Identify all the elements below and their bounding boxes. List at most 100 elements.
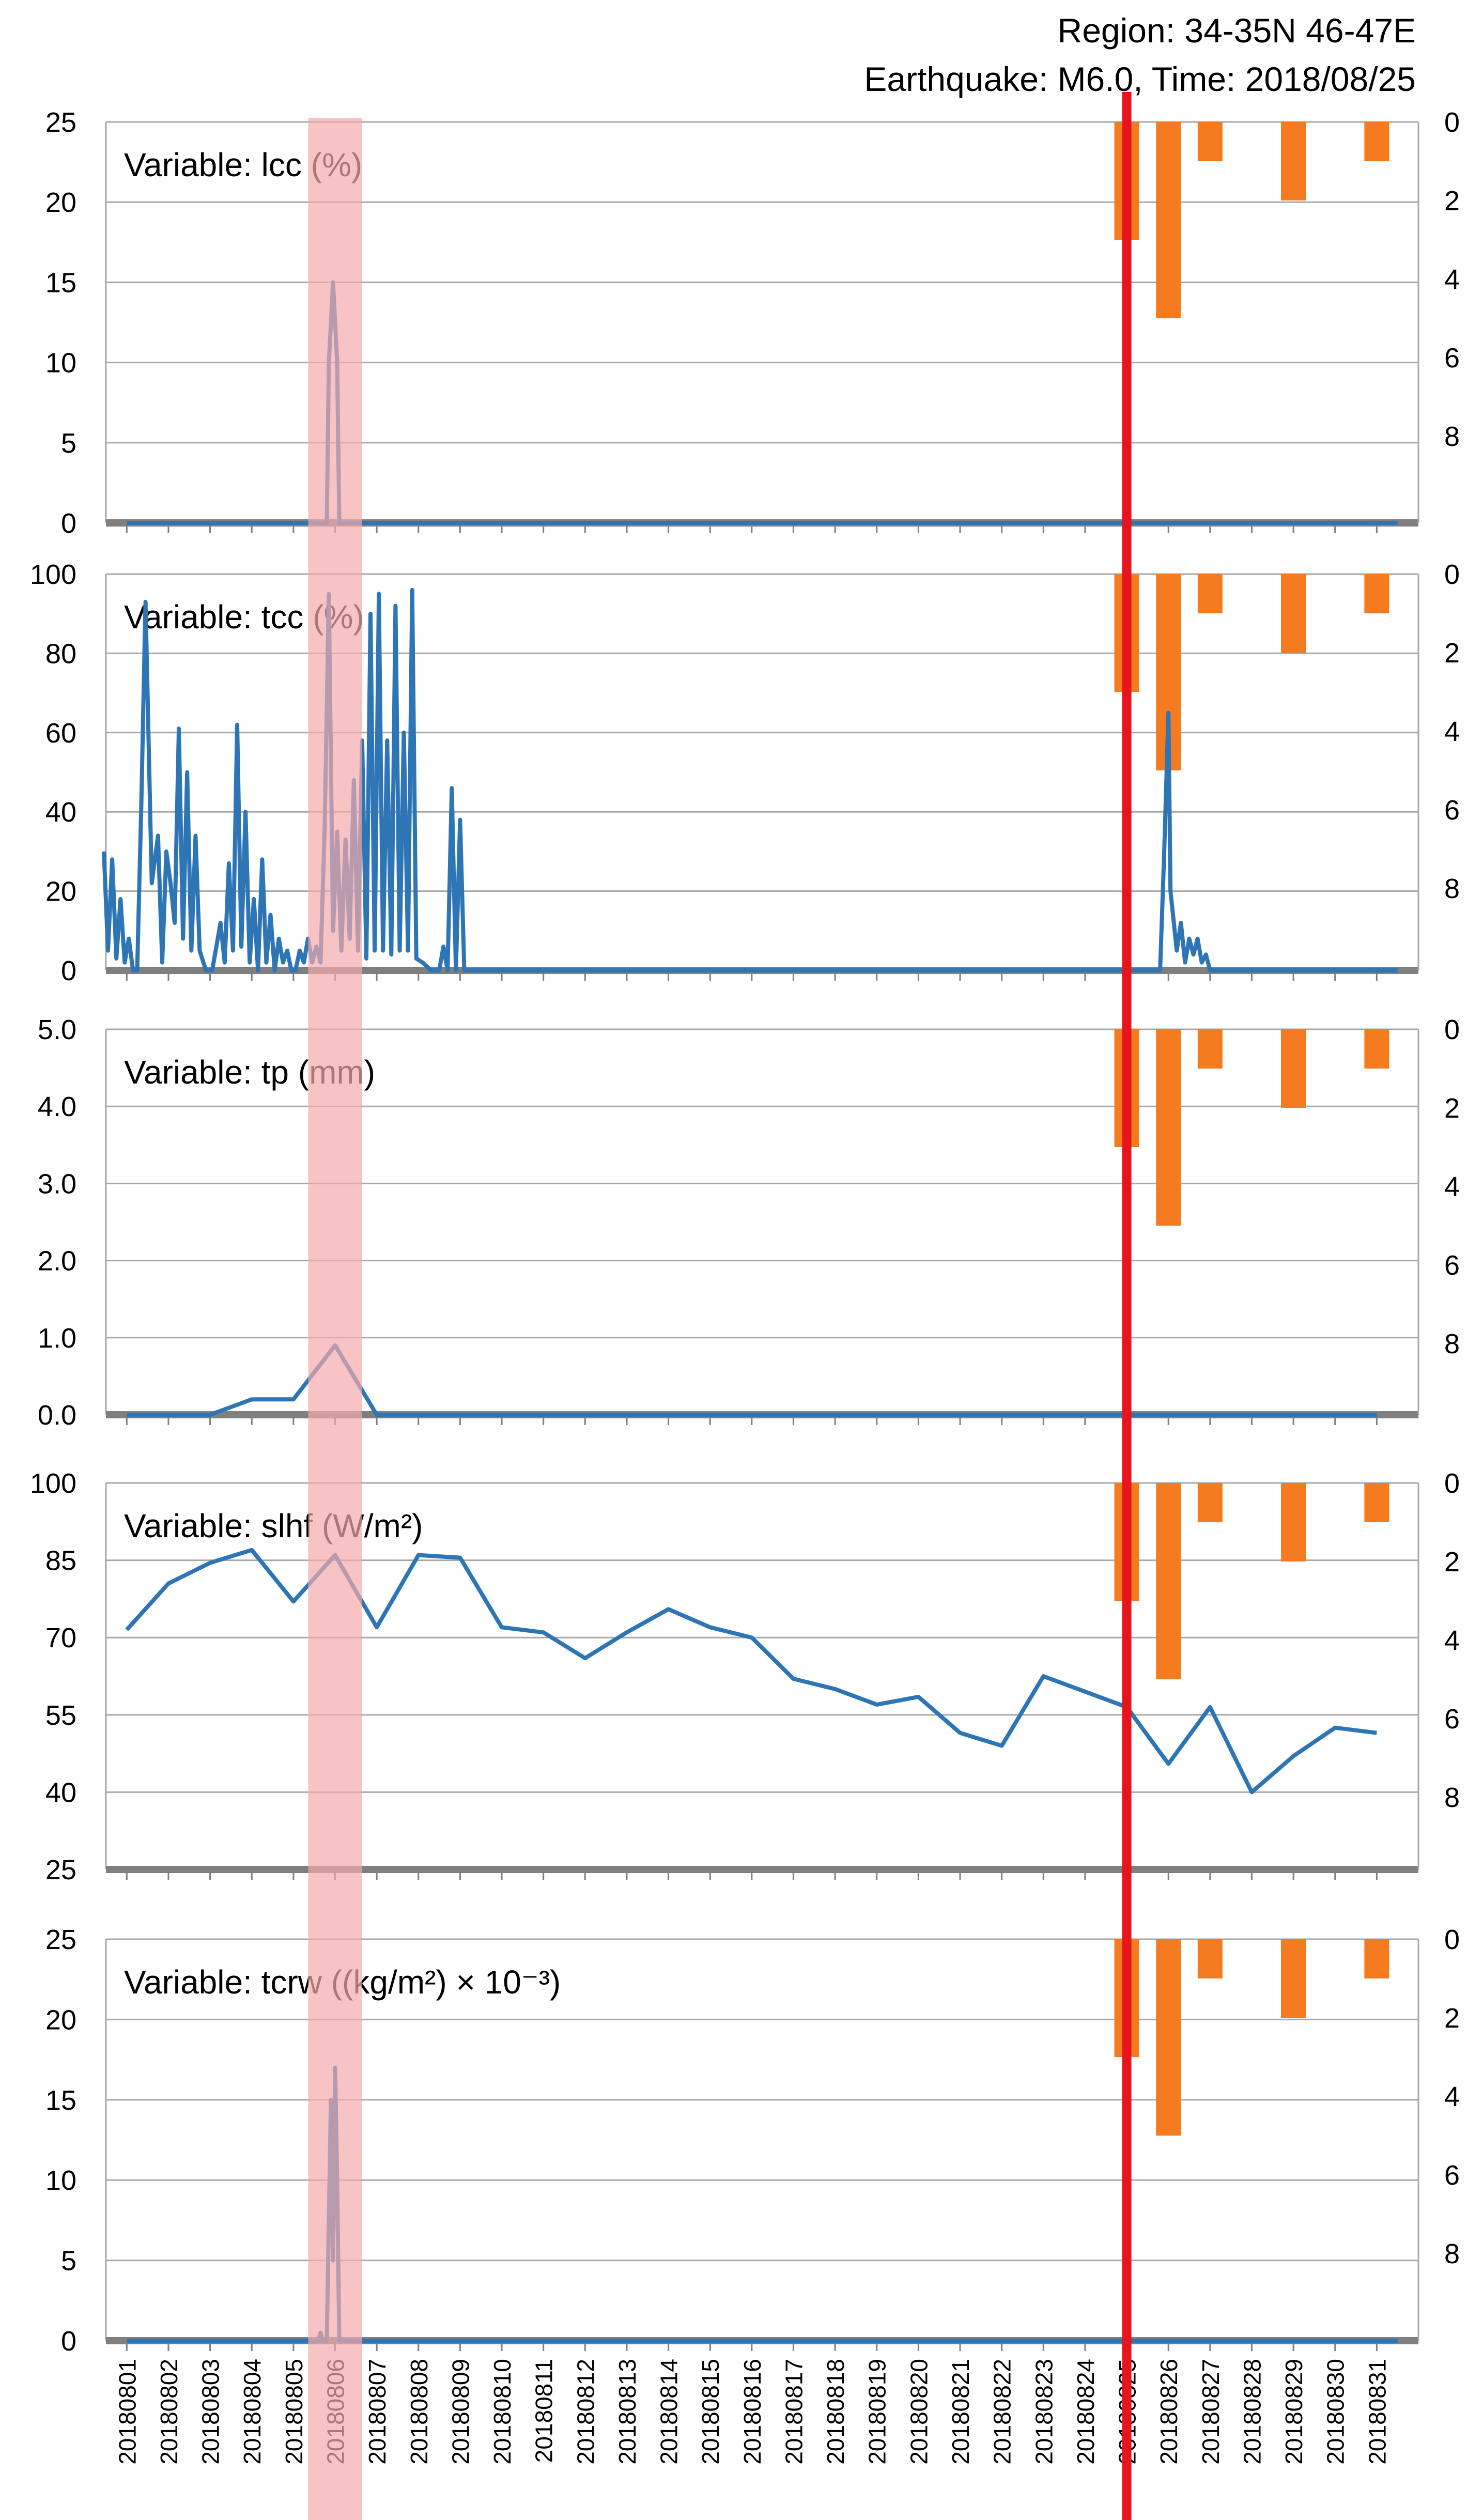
event-bar — [1281, 1483, 1306, 1562]
event-bar — [1156, 1029, 1181, 1226]
right-tick-label: 8 — [1444, 2238, 1460, 2269]
event-bar — [1364, 122, 1389, 161]
left-tick-label: 20 — [45, 876, 76, 907]
event-bar — [1364, 574, 1389, 613]
right-tick-label: 0 — [1444, 559, 1460, 590]
x-tick-label: 20180811 — [531, 2359, 558, 2463]
left-tick-label: 5 — [61, 428, 76, 459]
right-tick-label: 8 — [1444, 1328, 1460, 1359]
event-bar — [1156, 1483, 1181, 1679]
x-tick-label: 20180826 — [1155, 2359, 1182, 2465]
left-tick-label: 20 — [45, 187, 76, 218]
x-tick-label: 20180809 — [447, 2359, 474, 2465]
left-tick-label: 5 — [61, 2246, 76, 2277]
left-tick-label: 2.0 — [38, 1246, 76, 1277]
series-line — [102, 588, 1398, 972]
right-tick-label: 2 — [1444, 1093, 1460, 1124]
left-tick-label: 85 — [45, 1545, 76, 1576]
right-tick-label: 2 — [1444, 185, 1460, 217]
right-tick-label: 6 — [1444, 795, 1460, 826]
left-tick-label: 0 — [61, 508, 76, 539]
right-tick-label: 4 — [1444, 716, 1460, 747]
x-tick-label: 20180801 — [114, 2359, 141, 2465]
event-bar — [1281, 574, 1306, 653]
left-tick-label: 100 — [30, 1468, 76, 1499]
x-tick-label: 20180807 — [364, 2359, 391, 2465]
x-tick-label: 20180817 — [780, 2359, 807, 2465]
left-tick-label: 15 — [45, 267, 76, 298]
right-tick-label: 0 — [1444, 1014, 1460, 1045]
right-tick-label: 4 — [1444, 2081, 1460, 2112]
right-tick-label: 2 — [1444, 638, 1460, 669]
x-tick-label: 20180823 — [1030, 2359, 1057, 2465]
left-tick-label: 15 — [45, 2085, 76, 2116]
right-tick-label: 6 — [1444, 2160, 1460, 2191]
left-tick-label: 25 — [45, 1854, 76, 1885]
left-tick-label: 80 — [45, 638, 76, 669]
left-tick-label: 25 — [45, 107, 76, 138]
overlays-group — [308, 92, 1132, 2520]
x-tick-label: 20180816 — [739, 2359, 766, 2465]
event-bar — [1281, 1939, 1306, 2018]
right-tick-label: 8 — [1444, 873, 1460, 904]
right-tick-label: 6 — [1444, 1704, 1460, 1735]
left-tick-label: 0 — [61, 2326, 76, 2357]
x-tick-label: 20180831 — [1364, 2359, 1391, 2465]
left-tick-label: 55 — [45, 1700, 76, 1731]
event-bar — [1197, 1483, 1223, 1522]
x-axis-labels: 20180801 20180802 20180803 20180804 20180805… — [114, 2359, 1391, 2465]
right-tick-label: 4 — [1444, 264, 1460, 295]
highlight-band — [308, 118, 362, 2520]
header-region: Region: 34-35N 46-47E — [1058, 11, 1416, 50]
header-earthquake: Earthquake: M6.0, Time: 2018/08/25 — [864, 60, 1416, 98]
x-tick-label: 20180810 — [489, 2359, 516, 2465]
event-bar — [1197, 574, 1223, 613]
right-tick-label: 0 — [1444, 1924, 1460, 1955]
x-tick-label: 20180802 — [156, 2359, 182, 2465]
left-tick-label: 0 — [61, 955, 76, 986]
right-tick-label: 4 — [1444, 1625, 1460, 1656]
left-tick-label: 100 — [30, 559, 76, 590]
right-tick-label: 2 — [1444, 2003, 1460, 2034]
x-tick-label: 20180814 — [656, 2359, 683, 2465]
left-tick-label: 20 — [45, 2004, 76, 2035]
event-bar — [1197, 1029, 1223, 1069]
panel-4: 25 40 55 70 85 100 0 2 4 6 8 Variable: slhf (W/m²) — [30, 1468, 1460, 1885]
x-tick-label: 20180819 — [864, 2359, 891, 2465]
left-tick-label: 0.0 — [38, 1400, 76, 1431]
event-bar — [1281, 1029, 1306, 1108]
x-tick-label: 20180830 — [1322, 2359, 1349, 2465]
x-tick-label: 20180827 — [1197, 2359, 1224, 2465]
left-tick-label: 4.0 — [38, 1091, 76, 1122]
left-tick-label: 25 — [45, 1924, 76, 1955]
variable-label: Variable: slhf (W/m²) — [124, 1507, 423, 1544]
x-tick-label: 20180804 — [239, 2359, 266, 2465]
right-tick-label: 2 — [1444, 1547, 1460, 1578]
x-tick-label: 20180829 — [1280, 2359, 1307, 2465]
x-tick-label: 20180824 — [1072, 2359, 1099, 2465]
left-tick-label: 60 — [45, 718, 76, 749]
x-tick-label: 20180812 — [572, 2359, 599, 2465]
event-bar — [1364, 1029, 1389, 1069]
right-tick-label: 0 — [1444, 107, 1460, 138]
x-tick-label: 20180820 — [905, 2359, 932, 2465]
event-bar — [1197, 1939, 1223, 1978]
event-bar — [1156, 122, 1181, 318]
left-tick-label: 10 — [45, 348, 76, 379]
left-tick-label: 10 — [45, 2165, 76, 2196]
event-bar — [1156, 1939, 1181, 2136]
left-tick-label: 40 — [45, 1777, 76, 1808]
x-tick-label: 20180821 — [947, 2359, 974, 2465]
right-tick-label: 8 — [1444, 1782, 1460, 1813]
left-tick-label: 5.0 — [38, 1014, 76, 1045]
x-tick-label: 20180818 — [822, 2359, 849, 2465]
x-tick-label: 20180808 — [406, 2359, 432, 2465]
left-tick-label: 40 — [45, 797, 76, 828]
x-tick-label: 20180815 — [697, 2359, 724, 2465]
